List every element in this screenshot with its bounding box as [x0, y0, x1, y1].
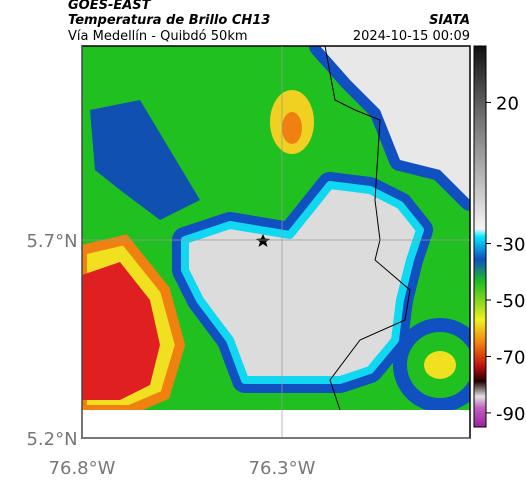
- timestamp: 2024-10-15 00:09: [353, 29, 470, 44]
- source: SIATA: [429, 13, 470, 28]
- colorbar-tick-label: -70: [496, 347, 525, 368]
- colorbar: [473, 45, 487, 428]
- y-tick-label: 5.2°N: [26, 429, 77, 450]
- colorbar-tick-label: -90: [496, 404, 525, 425]
- colorbar-tick-label: -30: [496, 235, 525, 256]
- colorbar-tick-label: 20: [496, 93, 519, 114]
- y-tick-label: 5.7°N: [26, 231, 77, 252]
- x-tick-label: 76.8°W: [49, 458, 116, 479]
- title: GOES-EAST: [68, 0, 152, 13]
- colorbar-tick-label: -50: [496, 291, 525, 312]
- subtitle: Temperatura de Brillo CH13: [68, 13, 270, 28]
- station-marker: [256, 234, 270, 247]
- x-tick-label: 76.3°W: [249, 458, 316, 479]
- map-image: [82, 46, 470, 410]
- region: Vía Medellín - Quibdó 50km: [68, 29, 248, 44]
